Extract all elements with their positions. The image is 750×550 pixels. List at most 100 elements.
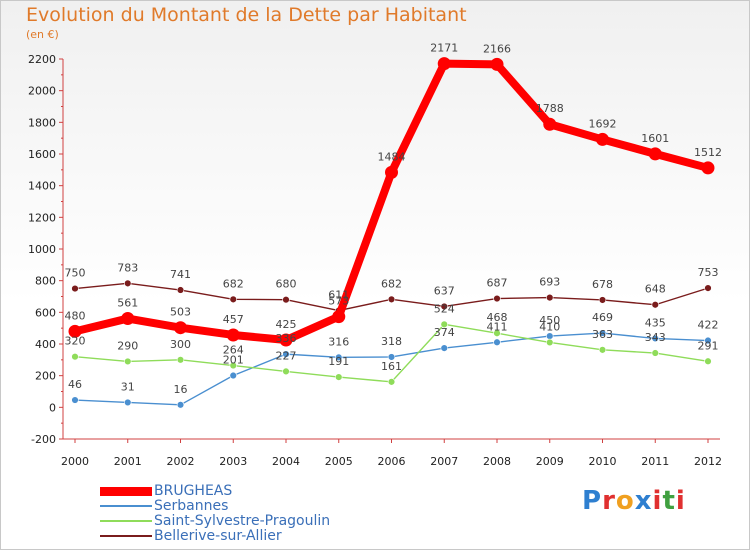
data-point — [493, 338, 501, 346]
x-tick-label: 2000 — [61, 455, 89, 468]
data-label: 374 — [434, 326, 455, 339]
data-point — [546, 332, 554, 340]
data-point — [701, 161, 715, 175]
data-label: 291 — [698, 339, 719, 352]
x-tick-label: 2009 — [536, 455, 564, 468]
data-point — [490, 57, 504, 71]
data-label: 435 — [645, 316, 666, 329]
data-point — [229, 295, 237, 304]
data-point — [387, 353, 396, 361]
data-point — [229, 371, 237, 380]
data-point — [493, 294, 501, 303]
data-point — [71, 396, 79, 404]
data-point — [124, 279, 132, 288]
data-point — [68, 324, 82, 338]
y-tick-label: 1200 — [28, 211, 56, 224]
data-point — [437, 57, 451, 71]
data-label: 783 — [117, 261, 138, 274]
data-label: 316 — [328, 335, 349, 348]
data-point — [704, 357, 712, 365]
data-point — [440, 320, 448, 329]
data-point — [282, 367, 290, 376]
data-point — [124, 357, 132, 366]
data-point — [704, 284, 712, 292]
data-point — [282, 295, 290, 304]
data-label: 46 — [68, 378, 82, 391]
y-tick-label: -200 — [31, 433, 56, 446]
data-point — [335, 373, 343, 381]
data-label: 201 — [223, 354, 244, 367]
y-tick-label: 2000 — [28, 85, 56, 98]
x-tick-label: 2007 — [430, 455, 458, 468]
data-label: 425 — [276, 318, 297, 331]
data-point — [121, 312, 135, 326]
data-point — [71, 284, 79, 293]
x-tick-label: 2006 — [378, 455, 406, 468]
data-point — [124, 398, 132, 407]
data-point — [651, 301, 659, 309]
data-label: 637 — [434, 284, 455, 297]
data-label: 264 — [223, 344, 244, 357]
x-tick-label: 2002 — [167, 455, 195, 468]
chart-title: Evolution du Montant de la Dette par Hab… — [26, 4, 467, 26]
data-label: 161 — [381, 360, 402, 373]
data-point — [546, 338, 554, 347]
data-label: 16 — [174, 383, 188, 396]
x-tick-label: 2011 — [641, 455, 669, 468]
y-tick-label: 1000 — [28, 243, 56, 256]
legend-swatch — [100, 487, 152, 496]
data-point — [174, 321, 187, 335]
data-label: 469 — [592, 311, 613, 324]
y-tick-label: 2200 — [28, 53, 56, 66]
data-label: 2171 — [430, 42, 458, 55]
data-label: 191 — [328, 355, 349, 368]
data-label: 682 — [381, 277, 402, 290]
y-tick-label: 600 — [35, 306, 56, 319]
proxiti-logo: Proxiti — [582, 486, 686, 516]
data-label: 343 — [645, 331, 666, 344]
data-point — [493, 329, 501, 337]
x-tick-label: 2004 — [272, 455, 300, 468]
data-label: 561 — [117, 297, 138, 310]
data-label: 1692 — [589, 117, 617, 130]
data-point — [598, 296, 607, 304]
legend-label: Serbannes — [154, 498, 229, 514]
data-label: 336 — [276, 332, 297, 345]
data-point — [598, 346, 607, 354]
data-label: 693 — [539, 276, 560, 289]
data-point — [282, 350, 290, 358]
data-point — [387, 378, 396, 386]
data-point — [704, 336, 712, 345]
data-label: 680 — [276, 278, 297, 291]
legend-label: Bellerive-sur-Allier — [154, 528, 282, 544]
data-label: 363 — [592, 328, 613, 341]
data-label: 741 — [170, 268, 191, 281]
data-point — [279, 333, 293, 347]
legend-label: BRUGHEAS — [154, 483, 233, 499]
y-tick-label: 800 — [35, 275, 56, 288]
data-label: 411 — [487, 320, 508, 333]
x-tick-label: 2008 — [483, 455, 511, 468]
data-label: 318 — [381, 335, 402, 348]
data-label: 300 — [170, 338, 191, 351]
data-point — [651, 334, 659, 343]
data-label: 410 — [539, 320, 560, 333]
data-label: 682 — [223, 277, 244, 290]
data-label: 648 — [645, 283, 666, 296]
data-label: 1512 — [694, 146, 722, 159]
data-label: 1484 — [378, 150, 406, 163]
data-label: 524 — [434, 302, 455, 315]
data-point — [176, 286, 185, 294]
y-tick-label: 400 — [35, 338, 56, 351]
chart-unit: (en €) — [26, 28, 59, 41]
x-tick-label: 2001 — [114, 455, 142, 468]
data-point — [440, 302, 448, 311]
data-point — [543, 117, 557, 131]
series-line-2 — [74, 323, 709, 383]
data-point — [335, 353, 343, 361]
data-label: 611 — [328, 289, 349, 302]
x-tick-label: 2012 — [694, 455, 722, 468]
data-label: 468 — [487, 311, 508, 324]
